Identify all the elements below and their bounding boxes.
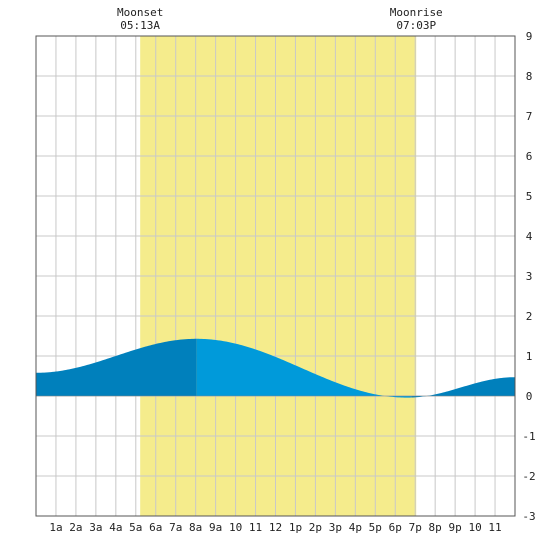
x-tick-label: 3a (89, 521, 102, 534)
x-tick-label: 8a (189, 521, 202, 534)
y-tick-label: 5 (526, 190, 533, 203)
y-tick-label: 8 (526, 70, 533, 83)
y-tick-label: 6 (526, 150, 533, 163)
y-tick-label: -1 (522, 430, 535, 443)
x-tick-label: 12 (269, 521, 282, 534)
y-tick-label: -2 (522, 470, 535, 483)
x-tick-label: 2p (309, 521, 322, 534)
gridlines (35, 35, 516, 517)
moonrise-time: 07:03P (396, 19, 436, 32)
x-tick-label: 5a (129, 521, 142, 534)
x-tick-label: 7a (169, 521, 182, 534)
y-tick-label: 0 (526, 390, 533, 403)
moonset-time: 05:13A (120, 19, 160, 32)
y-tick-label: 2 (526, 310, 533, 323)
x-tick-label: 4p (349, 521, 362, 534)
x-tick-label: 4a (109, 521, 122, 534)
x-axis-tick-labels: 1a 2a 3a 4a 5a 6a 7a 8a 9a 10 11 12 1p 2p 3p 4p 5p 6p 7p 8p… (49, 521, 501, 534)
x-tick-label: 1p (289, 521, 302, 534)
x-tick-label: 9p (449, 521, 462, 534)
y-axis-tick-labels: -3 -2 -1 0 1 2 3 4 5 6 7 8 9 (522, 30, 535, 523)
x-tick-label: 10 (468, 521, 481, 534)
x-tick-label: 7p (409, 521, 422, 534)
x-tick-label: 3p (329, 521, 342, 534)
tide-area-night-before (36, 338, 197, 396)
y-tick-label: 1 (526, 350, 533, 363)
y-tick-label: 4 (526, 230, 533, 243)
y-tick-label: 7 (526, 110, 533, 123)
y-tick-label: -3 (522, 510, 535, 523)
x-tick-label: 5p (369, 521, 382, 534)
moonrise-label: Moonrise (390, 6, 443, 19)
y-tick-label: 9 (526, 30, 533, 43)
tide-area-day (196, 338, 412, 398)
x-tick-label: 10 (229, 521, 242, 534)
moonset-label: Moonset (117, 6, 163, 19)
x-tick-label: 11 (488, 521, 501, 534)
y-tick-label: 3 (526, 270, 533, 283)
x-tick-label: 2a (69, 521, 82, 534)
x-tick-label: 6a (149, 521, 162, 534)
x-tick-label: 9a (209, 521, 222, 534)
x-tick-label: 11 (249, 521, 262, 534)
x-tick-label: 8p (429, 521, 442, 534)
tide-area-night-after (411, 377, 515, 398)
tide-area (36, 338, 515, 398)
x-tick-label: 1a (49, 521, 62, 534)
plot-frame (35, 35, 516, 517)
x-tick-label: 6p (389, 521, 402, 534)
